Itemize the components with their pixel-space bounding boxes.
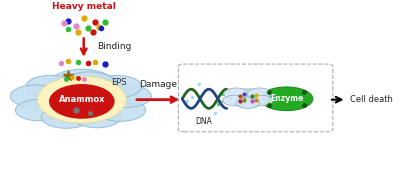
FancyBboxPatch shape (178, 64, 333, 132)
Text: Anammox: Anammox (59, 95, 105, 104)
Text: Cell death: Cell death (350, 95, 393, 104)
Circle shape (228, 89, 268, 107)
Ellipse shape (49, 84, 115, 119)
Text: Enzyme: Enzyme (270, 94, 303, 103)
Ellipse shape (91, 75, 142, 98)
Circle shape (260, 87, 313, 111)
Ellipse shape (45, 83, 119, 116)
Circle shape (224, 88, 249, 99)
Text: Damage: Damage (139, 79, 177, 89)
Circle shape (223, 95, 246, 106)
Text: DNA: DNA (195, 117, 212, 126)
Ellipse shape (10, 85, 61, 107)
Text: Binding: Binding (97, 42, 132, 51)
Text: Heavy metal: Heavy metal (52, 2, 115, 11)
Ellipse shape (73, 106, 121, 128)
Ellipse shape (101, 85, 151, 107)
Circle shape (236, 98, 259, 108)
Ellipse shape (41, 106, 91, 128)
Ellipse shape (15, 99, 63, 121)
Ellipse shape (37, 76, 126, 123)
Circle shape (250, 95, 273, 106)
Ellipse shape (49, 69, 115, 99)
Ellipse shape (63, 72, 117, 96)
Ellipse shape (26, 75, 76, 98)
Text: EPS: EPS (111, 78, 126, 87)
Circle shape (247, 88, 272, 99)
Ellipse shape (95, 99, 146, 121)
